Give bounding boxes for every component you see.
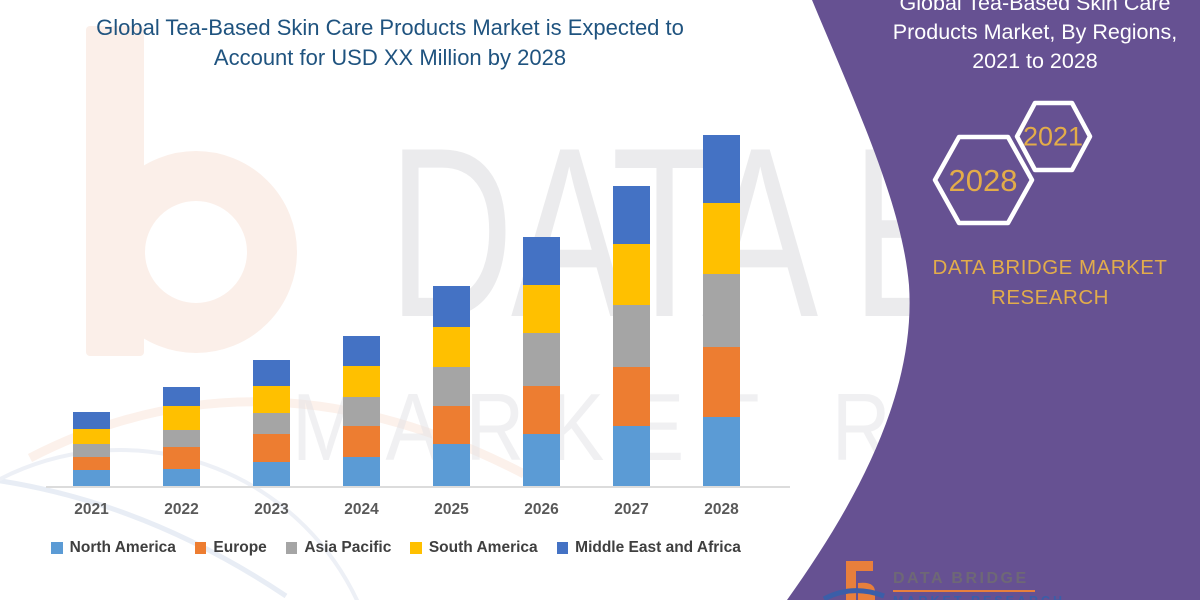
bar-2027 (613, 186, 650, 487)
segment-2028-asia-pacific (703, 274, 740, 347)
legend-item-middle-east-and-africa: Middle East and Africa (556, 539, 741, 557)
legend-swatch (51, 542, 63, 554)
brand-text: DATA BRIDGE MARKET RESEARCH (905, 253, 1195, 313)
footer-logo-brand: DATA BRIDGE (893, 570, 1029, 587)
segment-2024-europe (343, 426, 380, 457)
segment-2026-north-america (523, 434, 560, 487)
segment-2022-north-america (163, 469, 200, 487)
bar-2021 (73, 412, 110, 487)
segment-2028-middle-east-and-africa (703, 135, 740, 203)
segment-2028-north-america (703, 417, 740, 487)
legend-label: Asia Pacific (304, 539, 392, 556)
segment-2026-south-america (523, 285, 560, 333)
segment-2028-south-america (703, 203, 740, 274)
segment-2027-middle-east-and-africa (613, 186, 650, 244)
segment-2027-north-america (613, 426, 650, 487)
chart-title-line2: Account for USD XX Million by 2028 (213, 45, 567, 70)
bar-2026 (523, 237, 560, 487)
legend-swatch (194, 542, 207, 554)
bar-2022 (163, 387, 200, 487)
segment-2023-north-america (253, 462, 290, 487)
segment-2027-asia-pacific (613, 305, 650, 367)
segment-2026-asia-pacific (523, 333, 560, 386)
legend-swatch (285, 542, 298, 554)
legend-item-asia-pacific: Asia Pacific (285, 539, 392, 557)
segment-2026-europe (523, 386, 560, 434)
segment-2022-south-america (163, 406, 200, 430)
bar-2025 (433, 286, 470, 487)
legend-label: South America (428, 539, 538, 556)
segment-2023-middle-east-and-africa (253, 360, 290, 386)
segment-2021-asia-pacific (73, 444, 110, 457)
segment-2021-north-america (73, 470, 110, 487)
hexagon-2021-outline (1014, 100, 1093, 173)
segment-2024-asia-pacific (343, 397, 380, 426)
brand-text-line1: DATA BRIDGE MARKET (932, 256, 1168, 279)
legend-label: North America (69, 539, 176, 556)
legend: North America Europe Asia Pacific South Ame… (0, 539, 792, 557)
segment-2024-south-america (343, 366, 380, 397)
segment-2023-europe (253, 434, 290, 462)
bar-2028 (703, 135, 740, 487)
stacked-bar-chart: Global Tea-Based Skin Care Products Mark… (0, 13, 792, 557)
x-axis-line (46, 486, 790, 488)
segment-2025-middle-east-and-africa (433, 286, 470, 327)
legend-swatch (556, 542, 569, 554)
segment-2028-europe (703, 347, 740, 417)
legend-item-south-america: South America (410, 539, 538, 557)
legend-item-north-america: North America (51, 539, 176, 557)
brand-text-line2: RESEARCH (991, 286, 1109, 309)
footer-logo-underline (893, 590, 1035, 592)
legend-label: Europe (213, 539, 267, 556)
segment-2021-south-america (73, 429, 110, 444)
segment-2026-middle-east-and-africa (523, 237, 560, 285)
legend-swatch (410, 542, 422, 554)
segment-2022-europe (163, 447, 200, 469)
segment-2027-south-america (613, 244, 650, 305)
footer-logo-b-icon (822, 561, 885, 600)
side-panel-title: Global Tea-Based Skin Care Products Mark… (892, 0, 1178, 73)
segment-2022-middle-east-and-africa (163, 387, 200, 406)
bar-2024 (343, 336, 380, 487)
bar-2023 (253, 360, 290, 487)
segment-2021-europe (73, 457, 110, 470)
hexagon-2028-label: 2028 (948, 163, 1018, 198)
segment-2023-south-america (253, 386, 290, 413)
segment-2024-north-america (343, 457, 380, 487)
segment-2027-europe (613, 367, 650, 426)
segment-2025-asia-pacific (433, 367, 470, 406)
bars (73, 100, 740, 487)
footer-logo-sub: MARKET RESEARCH (893, 594, 1065, 600)
segment-2024-middle-east-and-africa (343, 336, 380, 366)
hexagon-2021-label: 2021 (1022, 121, 1084, 152)
segment-2023-asia-pacific (253, 413, 290, 434)
hexagon-2028-outline (932, 134, 1035, 226)
chart-title-line1: Global Tea-Based Skin Care Products Mark… (96, 15, 684, 40)
segment-2021-middle-east-and-africa (73, 412, 110, 429)
segment-2025-south-america (433, 327, 470, 367)
legend-item-europe: Europe (194, 539, 267, 557)
segment-2025-europe (433, 406, 470, 444)
legend-label: Middle East and Africa (575, 539, 741, 556)
chart-title: Global Tea-Based Skin Care Products Mark… (60, 13, 720, 73)
segment-2025-north-america (433, 444, 470, 487)
segment-2022-asia-pacific (163, 430, 200, 447)
